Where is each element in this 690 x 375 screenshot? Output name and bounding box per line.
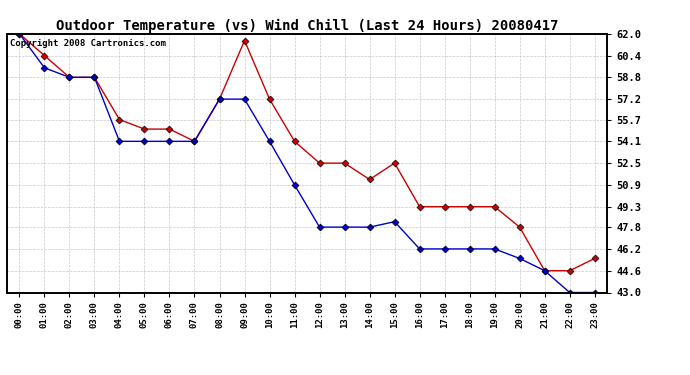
Text: Copyright 2008 Cartronics.com: Copyright 2008 Cartronics.com — [10, 39, 166, 48]
Title: Outdoor Temperature (vs) Wind Chill (Last 24 Hours) 20080417: Outdoor Temperature (vs) Wind Chill (Las… — [56, 18, 558, 33]
